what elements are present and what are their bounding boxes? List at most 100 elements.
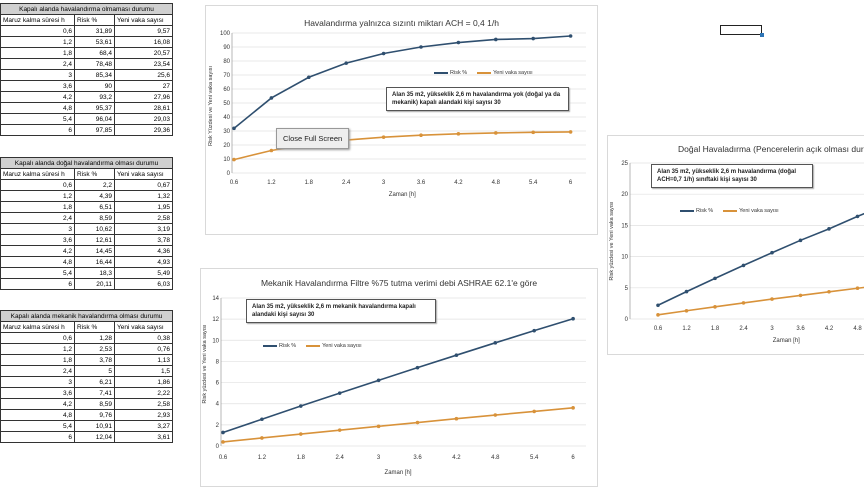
table-cell[interactable]: 2,2 [74, 179, 115, 191]
table-cell[interactable]: 1,2 [0, 36, 75, 48]
selected-cell[interactable] [720, 25, 764, 37]
table-cell[interactable]: 4,93 [114, 256, 173, 268]
table-cell[interactable]: 4,2 [0, 245, 75, 257]
table-cell[interactable]: 96,04 [74, 113, 115, 125]
data-point[interactable] [493, 341, 498, 345]
data-point[interactable] [770, 250, 774, 255]
table-cell[interactable]: 3,6 [0, 387, 75, 399]
table-cell[interactable]: 3 [0, 376, 75, 388]
table-cell[interactable]: 16,08 [114, 36, 173, 48]
table-cell[interactable]: 0,38 [114, 332, 173, 344]
table-cell[interactable]: 6,21 [74, 376, 115, 388]
table-cell[interactable]: 18,3 [74, 267, 115, 279]
table-cell[interactable]: 93,2 [74, 91, 115, 103]
data-point[interactable] [221, 430, 225, 435]
data-point[interactable] [531, 130, 535, 135]
table-cell[interactable]: 0,67 [114, 179, 173, 191]
column-header[interactable]: Maruz kalma süresi h [0, 321, 75, 333]
table-cell[interactable]: 2,4 [0, 365, 75, 377]
table-cell[interactable]: 3,6 [0, 80, 75, 92]
data-point[interactable] [684, 308, 689, 313]
table-cell[interactable]: 2,4 [0, 58, 75, 70]
table-cell[interactable]: 85,34 [74, 69, 115, 81]
data-point[interactable] [269, 96, 274, 100]
table-cell[interactable]: 68,4 [74, 47, 115, 59]
table-cell[interactable]: 0,76 [114, 343, 173, 355]
table-cell[interactable]: 0,6 [0, 25, 75, 37]
data-point[interactable] [770, 297, 774, 301]
table-cell[interactable]: 27 [114, 80, 173, 92]
data-point[interactable] [221, 440, 225, 444]
table-cell[interactable]: 10,62 [74, 223, 115, 235]
data-point[interactable] [568, 34, 573, 38]
data-point[interactable] [419, 133, 423, 137]
table-cell[interactable]: 3,78 [74, 354, 115, 366]
data-point[interactable] [260, 436, 264, 440]
data-point[interactable] [456, 40, 461, 45]
data-point[interactable] [532, 409, 536, 414]
table-cell[interactable]: 27,96 [114, 91, 173, 103]
table-cell[interactable]: 23,54 [114, 58, 173, 70]
table-cell[interactable]: 4,2 [0, 398, 75, 410]
data-point[interactable] [456, 132, 461, 136]
data-point[interactable] [232, 157, 236, 162]
table-cell[interactable]: 1,13 [114, 354, 173, 366]
data-point[interactable] [415, 365, 420, 370]
table-cell[interactable]: 3,78 [114, 234, 173, 246]
data-point[interactable] [713, 276, 717, 281]
data-point[interactable] [381, 135, 386, 139]
table-cell[interactable]: 5,4 [0, 267, 75, 279]
table-cell[interactable]: 10,91 [74, 420, 115, 432]
table-cell[interactable]: 20,57 [114, 47, 173, 59]
data-point[interactable] [532, 328, 536, 333]
data-point[interactable] [337, 428, 342, 432]
data-point[interactable] [741, 301, 746, 305]
table-cell[interactable]: 4,2 [0, 91, 75, 103]
table-cell[interactable]: 2,4 [0, 212, 75, 224]
table-cell[interactable]: 97,85 [74, 124, 115, 136]
table-cell[interactable]: 12,61 [74, 234, 115, 246]
table-cell[interactable]: 28,61 [114, 102, 173, 114]
data-point[interactable] [741, 263, 746, 268]
data-point[interactable] [827, 289, 831, 294]
table-cell[interactable]: 95,37 [74, 102, 115, 114]
table-cell[interactable]: 9,57 [114, 25, 173, 37]
data-point[interactable] [531, 36, 535, 41]
table-cell[interactable]: 4,8 [0, 256, 75, 268]
column-header[interactable]: Yeni vaka sayısı [114, 14, 173, 26]
data-point[interactable] [798, 238, 803, 243]
data-point[interactable] [415, 420, 420, 425]
table-cell[interactable]: 6,51 [74, 201, 115, 213]
table-cell[interactable]: 20,11 [74, 278, 115, 290]
data-point[interactable] [299, 404, 303, 408]
table-cell[interactable]: 5 [74, 365, 115, 377]
data-point[interactable] [571, 406, 575, 410]
table-cell[interactable]: 2,53 [74, 343, 115, 355]
data-point[interactable] [307, 75, 311, 80]
data-point[interactable] [656, 303, 660, 308]
table-cell[interactable]: 1,28 [74, 332, 115, 344]
table-cell[interactable]: 3,61 [114, 431, 173, 443]
data-point[interactable] [299, 432, 303, 436]
column-header[interactable]: Maruz kalma süresi h [0, 168, 75, 180]
table-cell[interactable]: 3,6 [0, 234, 75, 246]
table-cell[interactable]: 3,19 [114, 223, 173, 235]
table-cell[interactable]: 25,6 [114, 69, 173, 81]
table-cell[interactable]: 31,89 [74, 25, 115, 37]
table-cell[interactable]: 2,58 [114, 212, 173, 224]
data-point[interactable] [656, 313, 660, 317]
table-cell[interactable]: 1,8 [0, 201, 75, 213]
data-point[interactable] [568, 130, 573, 134]
table-cell[interactable]: 29,36 [114, 124, 173, 136]
table-cell[interactable]: 1,32 [114, 190, 173, 202]
table-cell[interactable]: 4,39 [74, 190, 115, 202]
table-cell[interactable]: 3 [0, 223, 75, 235]
data-point[interactable] [454, 353, 459, 357]
column-header[interactable]: Yeni vaka sayısı [114, 321, 173, 333]
table-cell[interactable]: 4,8 [0, 102, 75, 114]
table-cell[interactable]: 1,95 [114, 201, 173, 213]
data-point[interactable] [571, 316, 575, 321]
chart-dogal[interactable]: Doğal Havaladırma (Pencerelerin açık olm… [607, 135, 864, 355]
table-cell[interactable]: 7,41 [74, 387, 115, 399]
data-point[interactable] [376, 424, 381, 429]
